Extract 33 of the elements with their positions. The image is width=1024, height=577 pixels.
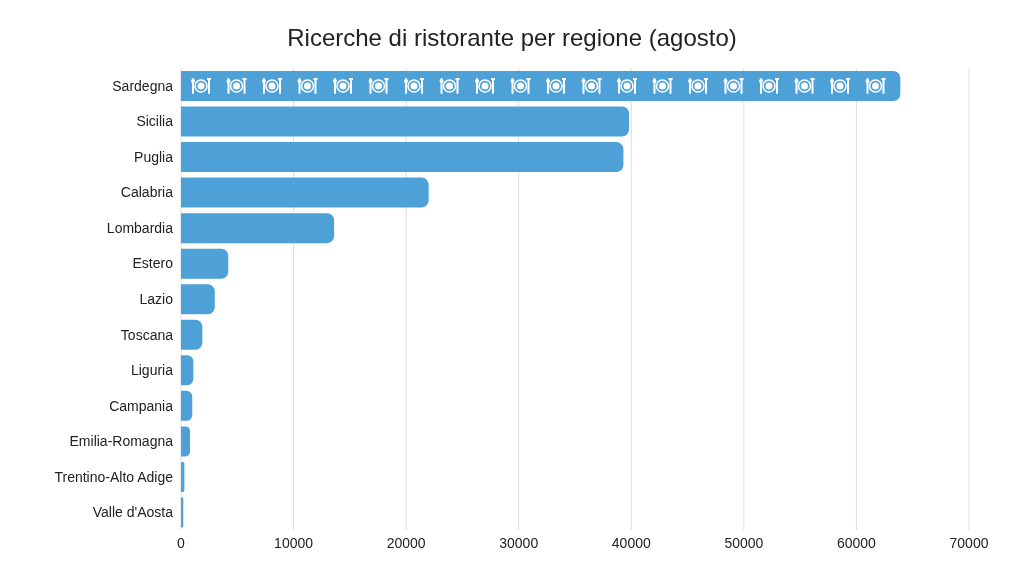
x-tick-label: 70000 [949,534,989,551]
x-tick-label: 0 [177,534,186,551]
bar [181,390,193,421]
y-tick-label: Puglia [134,148,174,165]
x-tick-label: 30000 [499,534,539,551]
bar [181,284,215,315]
bar [181,177,429,208]
y-tick-label: Estero [132,255,174,272]
bar [181,106,630,137]
y-tick-label: Valle d'Aosta [92,504,174,521]
x-tick-label: 60000 [836,534,877,551]
bar [181,461,185,492]
y-tick-label: Emilia-Romagna [69,433,174,450]
y-tick-label: Campania [109,397,174,414]
bar [181,248,229,279]
bar [181,355,194,386]
y-tick-label: Lazio [139,290,174,307]
chart-title: Ricerche di ristorante per regione (agosto) [286,24,738,52]
bar [181,319,203,350]
y-tick-label: Trentino-Alto Adige [54,468,174,485]
y-tick-label: Liguria [130,362,174,379]
x-tick-label: 20000 [386,534,426,551]
bar [181,426,191,457]
x-tick-label: 50000 [724,534,764,551]
y-tick-label: Lombardia [106,219,174,236]
bar [181,213,335,244]
y-tick-label: Calabria [120,184,174,201]
y-tick-label: Toscana [120,326,174,343]
bar [181,142,624,173]
x-tick-label: 40000 [611,534,651,551]
x-tick-label: 10000 [274,534,314,551]
y-tick-label: Sicilia [136,113,174,130]
y-tick-label: Sardegna [112,77,174,94]
